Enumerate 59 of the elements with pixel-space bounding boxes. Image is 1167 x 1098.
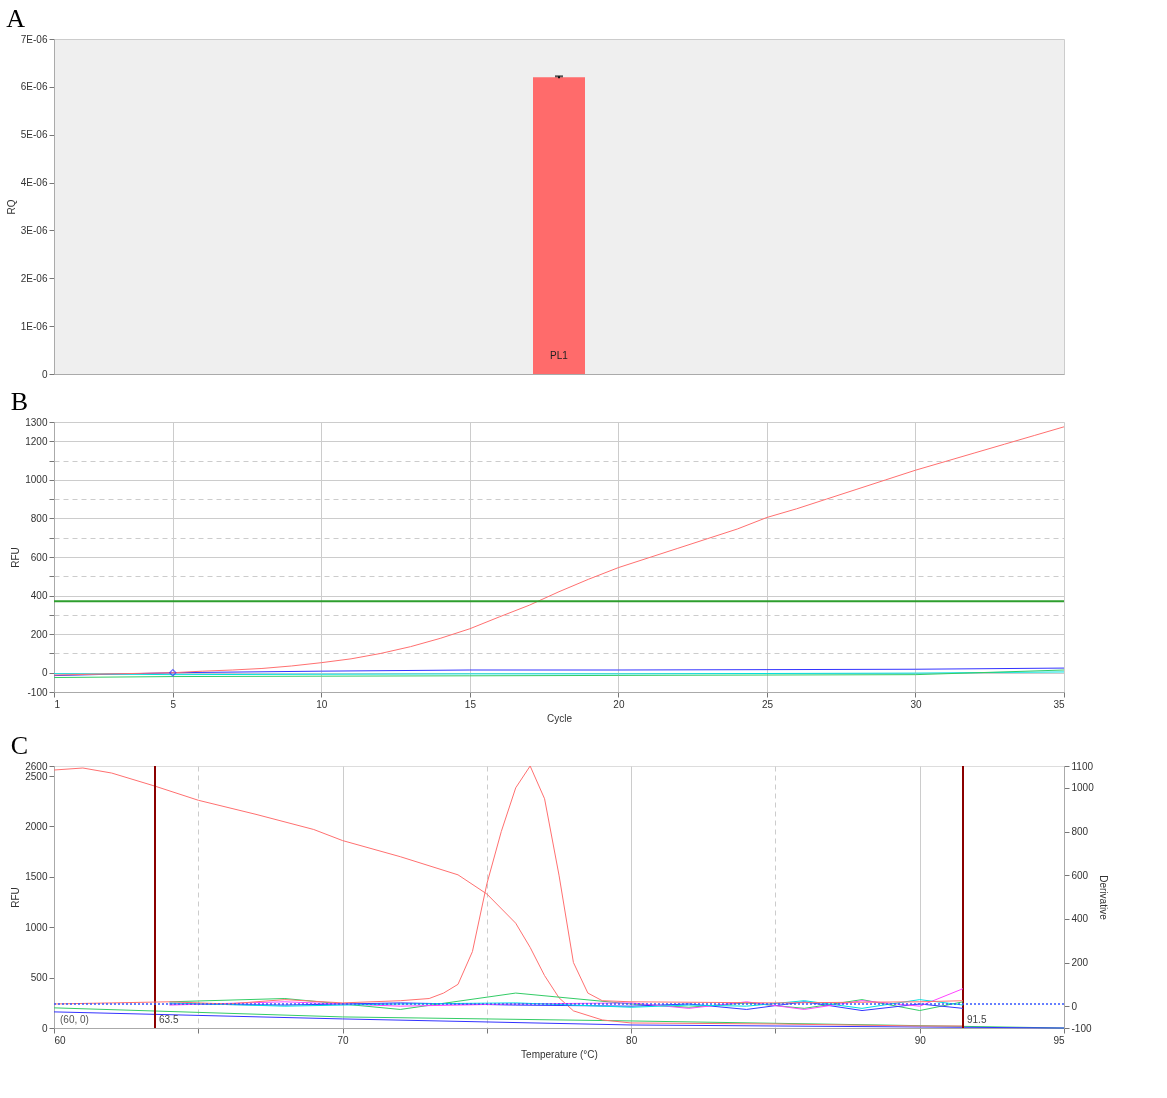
y2-tick-label: 1000 [1071, 782, 1095, 794]
x-tick-label: PL1 [550, 350, 569, 361]
x-tick-label: 95 [1053, 1034, 1065, 1046]
y-tick-label: 1500 [25, 871, 48, 883]
y-tick-label: 2600 [25, 760, 48, 772]
y-tick-label: 3E-06 [20, 224, 48, 236]
y-tick-label: 2E-06 [20, 272, 48, 284]
annotation: (60, 0) [60, 1014, 89, 1025]
y-tick-label: 1E-06 [20, 320, 48, 332]
y-tick-label: 6E-06 [20, 81, 48, 93]
x-tick-label: 30 [910, 698, 922, 710]
y-tick-label: 0 [41, 667, 48, 679]
x-axis-title: Temperature (°C) [521, 1048, 598, 1060]
y-tick-label: 800 [30, 512, 48, 524]
y2-axis-title: Derivative [1097, 875, 1109, 921]
y-tick-label: 5E-06 [20, 129, 48, 141]
ref-line-label: 63.5 [159, 1014, 179, 1025]
y-tick-label: 0 [41, 368, 48, 380]
y-axis-title: RQ [5, 199, 17, 215]
y-tick-label: 400 [30, 590, 48, 602]
y-tick-label: 7E-06 [20, 33, 48, 45]
y-tick-label: 2500 [25, 770, 48, 782]
y-tick-label: 1300 [25, 416, 48, 428]
y2-tick-label: 800 [1071, 826, 1089, 837]
y2-tick-label: 600 [1071, 869, 1089, 881]
y2-tick-label: -100 [1071, 1022, 1092, 1034]
x-tick-label: 70 [337, 1034, 350, 1046]
y-tick-label: 1000 [25, 474, 48, 486]
y2-tick-label: 400 [1071, 913, 1089, 925]
x-tick-label: 90 [914, 1034, 927, 1046]
chart-title: B [10, 387, 29, 416]
x-tick-label: 5 [170, 698, 177, 710]
chart-title: C [10, 731, 29, 760]
x-tick-label: 15 [464, 698, 477, 710]
y-axis-title: RFU [10, 887, 22, 908]
y-tick-label: 200 [30, 628, 48, 640]
y-axis-title: RFU [10, 547, 22, 568]
y2-tick-label: 200 [1071, 957, 1089, 968]
y-tick-label: 500 [30, 972, 48, 984]
y-tick-label: 1000 [25, 921, 48, 933]
y-tick-label: -100 [27, 686, 48, 698]
x-tick-label: 80 [626, 1034, 638, 1046]
line-series [53, 426, 1065, 676]
x-tick-label: 60 [54, 1034, 67, 1046]
y-tick-label: 4E-06 [20, 177, 48, 189]
y2-tick-label: 0 [1071, 1000, 1078, 1012]
y-tick-label: 2000 [25, 820, 48, 832]
x-tick-label: 10 [316, 698, 328, 710]
ref-line-label: 91.5 [967, 1014, 987, 1025]
x-tick-label: 35 [1053, 698, 1065, 710]
y-tick-label: 600 [30, 551, 48, 563]
x-axis-title: Cycle [546, 712, 573, 724]
x-tick-label: 25 [761, 698, 774, 710]
x-tick-label: 1 [54, 698, 61, 710]
x-tick-label: 20 [613, 698, 625, 710]
y-tick-label: 1200 [25, 435, 48, 447]
chart-title: A [6, 4, 26, 33]
y2-tick-label: 1100 [1071, 760, 1094, 772]
y-tick-label: 0 [41, 1022, 48, 1034]
